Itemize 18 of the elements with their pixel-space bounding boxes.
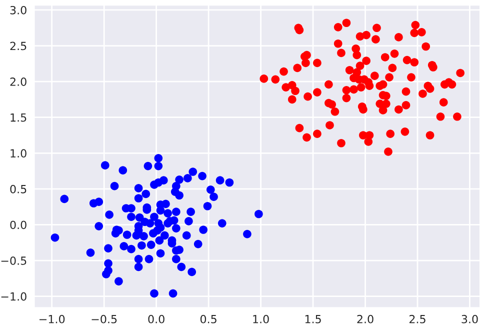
y-tick-label: −1.0	[1, 292, 26, 301]
y-tick-label: 1.5	[10, 113, 26, 122]
y-tick-label: 2.0	[10, 78, 26, 86]
y-tick-label: −0.5	[1, 256, 26, 265]
y-tick-label: 3.0	[10, 6, 26, 14]
x-tick-label: 0.5	[200, 314, 216, 324]
x-tick-label: 1.5	[305, 315, 321, 324]
x-tick-label: 2.0	[357, 314, 374, 324]
x-tick-label: 3.0	[462, 314, 478, 324]
y-tick-label: 0.0	[10, 220, 26, 230]
y-tick-label: 1.0	[10, 149, 26, 158]
x-tick-label: −1.0	[40, 314, 65, 324]
x-tick-label: 2.5	[409, 314, 426, 324]
y-tick-label: 2.5	[10, 42, 26, 50]
x-tick-label: 1.0	[253, 314, 269, 324]
x-tick-label: 0.0	[148, 314, 164, 324]
x-tick-label: −0.5	[92, 314, 117, 324]
y-tick-label: 0.5	[10, 184, 26, 194]
